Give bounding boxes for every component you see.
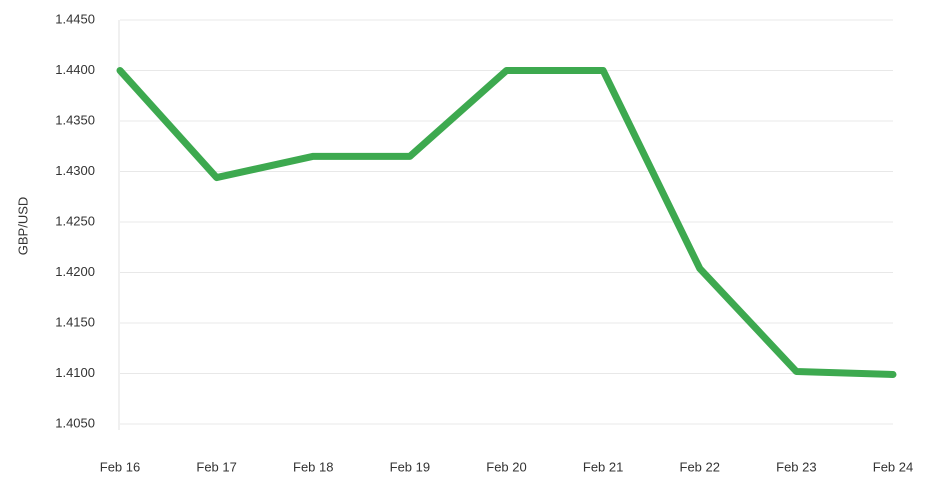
x-tick-label: Feb 22	[680, 459, 720, 474]
y-tick-label: 1.4200	[55, 264, 95, 279]
x-tick-label: Feb 21	[583, 459, 623, 474]
y-tick-label: 1.4050	[55, 415, 95, 430]
y-tick-label: 1.4100	[55, 365, 95, 380]
x-tick-label: Feb 24	[873, 459, 913, 474]
x-tick-label: Feb 17	[196, 459, 236, 474]
data-line	[116, 67, 897, 379]
y-axis-label: GBP/USD	[15, 197, 30, 256]
y-tick-label: 1.4400	[55, 62, 95, 77]
x-tick-label: Feb 18	[293, 459, 333, 474]
x-tick-label: Feb 23	[776, 459, 816, 474]
x-tick-label: Feb 16	[100, 459, 140, 474]
y-tick-label: 1.4350	[55, 112, 95, 127]
x-tick-label: Feb 20	[486, 459, 526, 474]
y-tick-label: 1.4450	[55, 11, 95, 26]
y-tick-label: 1.4300	[55, 163, 95, 178]
y-tick-label: 1.4150	[55, 314, 95, 329]
y-tick-label: 1.4250	[55, 213, 95, 228]
x-tick-label: Feb 19	[390, 459, 430, 474]
